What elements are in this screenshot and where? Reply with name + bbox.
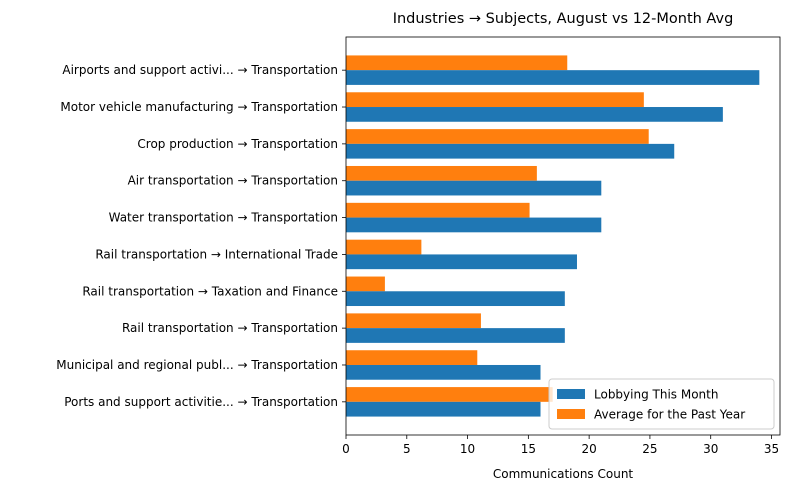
- bar-lobbying-this-month: [346, 328, 565, 343]
- bar-lobbying-this-month: [346, 291, 565, 307]
- x-tick-label: 35: [764, 442, 779, 456]
- x-tick-label: 5: [403, 442, 411, 456]
- y-tick-label: Airports and support activi... → Transpo…: [62, 63, 338, 77]
- legend-label: Average for the Past Year: [594, 408, 745, 422]
- y-tick-label: Rail transportation → Taxation and Finan…: [82, 284, 338, 298]
- x-tick-label: 20: [581, 442, 596, 456]
- bar-average-past-year: [346, 165, 537, 181]
- y-tick-label: Rail transportation → Transportation: [122, 321, 338, 335]
- x-tick-label: 25: [642, 442, 657, 456]
- plot-frame: [345, 36, 781, 436]
- chart-title: Industries → Subjects, August vs 12-Mont…: [393, 11, 734, 27]
- bar-lobbying-this-month: [346, 143, 675, 159]
- y-tick-label: Water transportation → Transportation: [109, 211, 338, 225]
- bar-average-past-year: [346, 276, 385, 292]
- y-tick-label: Crop production → Transportation: [137, 137, 338, 151]
- bar-lobbying-this-month: [346, 401, 541, 417]
- legend-box: [548, 378, 775, 430]
- bar-average-past-year: [346, 387, 553, 402]
- x-tick-label: 0: [342, 442, 350, 456]
- legend: Lobbying This Month Average for the Past …: [548, 378, 775, 430]
- x-tick-label: 10: [460, 442, 475, 456]
- legend-label: Lobbying This Month: [594, 388, 718, 402]
- bar-lobbying-this-month: [346, 70, 760, 85]
- bar-lobbying-this-month: [346, 107, 723, 122]
- y-tick-label: Rail transportation → International Trad…: [95, 247, 338, 261]
- x-axis-label: Communications Count: [493, 467, 634, 481]
- bar-lobbying-this-month: [346, 254, 577, 270]
- legend-swatch: [557, 389, 585, 399]
- y-tick-labels: Airports and support activi... → Transpo…: [56, 63, 346, 409]
- bar-average-past-year: [346, 92, 644, 108]
- bar-average-past-year: [346, 55, 568, 71]
- bar-average-past-year: [346, 313, 481, 329]
- legend-swatch: [557, 409, 585, 419]
- y-tick-label: Ports and support activitie... → Transpo…: [64, 395, 338, 409]
- x-tick-label: 15: [521, 442, 536, 456]
- y-tick-label: Motor vehicle manufacturing → Transporta…: [60, 100, 338, 114]
- bars-layer: [346, 55, 760, 417]
- x-tick-label: 30: [703, 442, 718, 456]
- bar-average-past-year: [346, 350, 478, 365]
- y-tick-label: Municipal and regional publ... → Transpo…: [56, 358, 338, 372]
- bar-lobbying-this-month: [346, 180, 602, 196]
- bar-lobbying-this-month: [346, 364, 541, 380]
- bar-average-past-year: [346, 202, 530, 218]
- bar-average-past-year: [346, 239, 422, 255]
- y-tick-label: Air transportation → Transportation: [128, 174, 338, 188]
- bar-lobbying-this-month: [346, 217, 602, 233]
- bar-average-past-year: [346, 129, 649, 144]
- x-tick-labels: 0 5 10 15 20 25 30 35: [342, 435, 779, 456]
